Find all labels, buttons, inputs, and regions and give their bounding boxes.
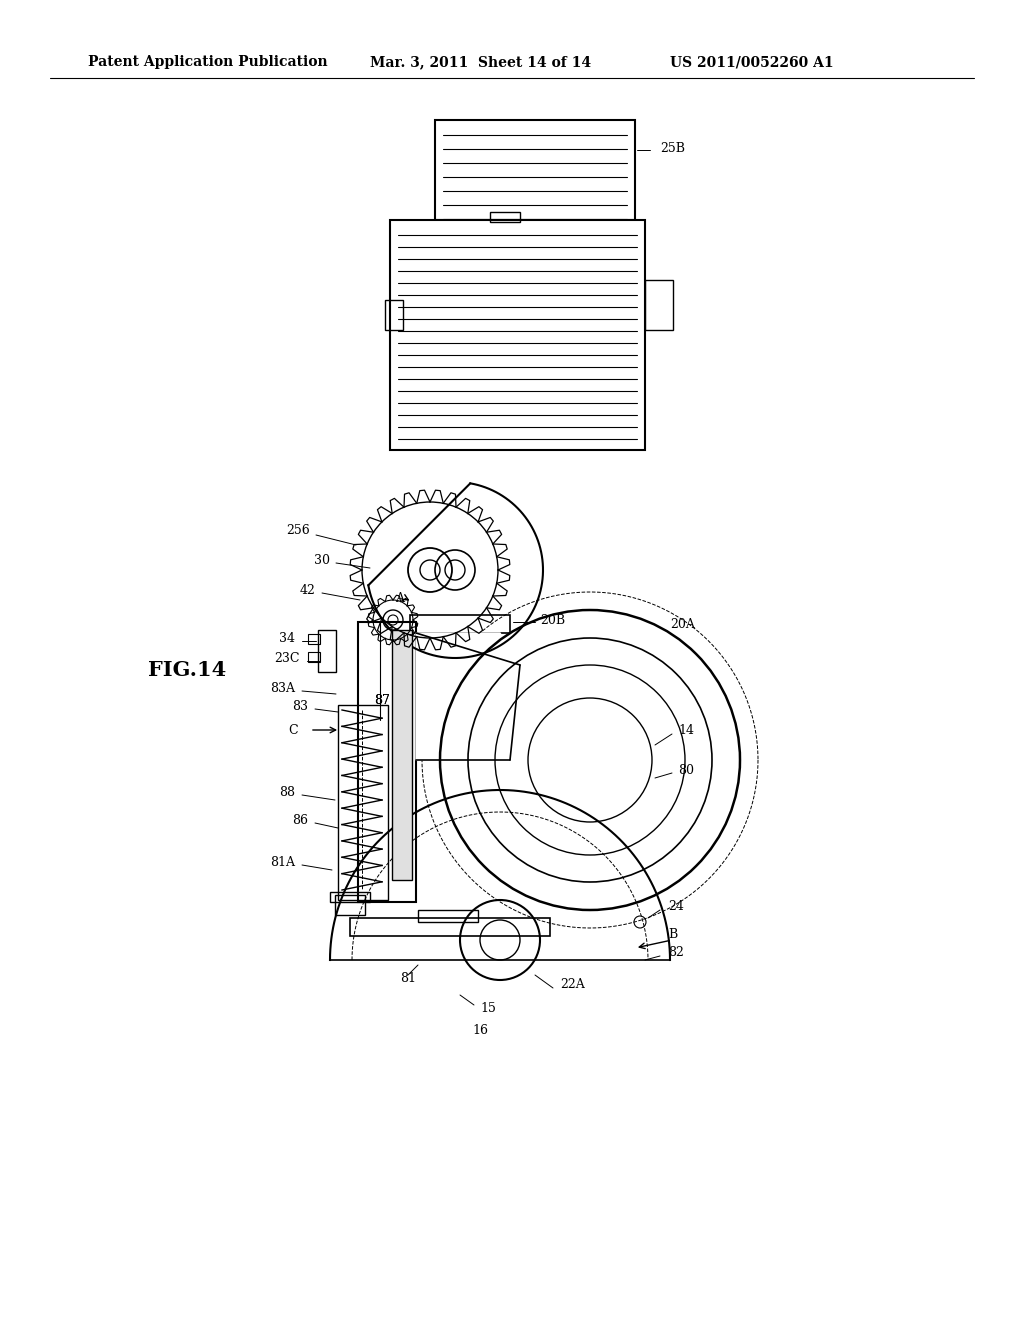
Text: 86: 86	[292, 813, 308, 826]
Bar	[490, 213, 520, 222]
Text: 14: 14	[678, 723, 694, 737]
Text: 15: 15	[480, 1002, 496, 1015]
Text: 30: 30	[314, 553, 330, 566]
Bar	[338, 705, 388, 900]
Text: 87: 87	[374, 693, 390, 706]
Text: 16: 16	[472, 1023, 488, 1036]
Text: 83: 83	[292, 700, 308, 713]
Text: 88: 88	[279, 785, 295, 799]
Text: 82: 82	[668, 945, 684, 958]
Bar	[435, 120, 635, 220]
Bar	[358, 622, 416, 902]
Bar	[392, 630, 412, 880]
Text: 83A: 83A	[270, 681, 295, 694]
Bar	[335, 895, 365, 915]
Text: 87: 87	[374, 693, 390, 706]
Text: 81: 81	[400, 972, 416, 985]
Text: 20A: 20A	[670, 619, 695, 631]
Text: Patent Application Publication: Patent Application Publication	[88, 55, 328, 69]
Text: US 2011/0052260 A1: US 2011/0052260 A1	[670, 55, 834, 69]
Text: C: C	[289, 723, 298, 737]
Bar	[308, 652, 319, 663]
Text: 256: 256	[287, 524, 310, 536]
Text: 25B: 25B	[660, 141, 685, 154]
Text: 34: 34	[279, 631, 295, 644]
Text: 20B: 20B	[540, 614, 565, 627]
Text: Mar. 3, 2011  Sheet 14 of 14: Mar. 3, 2011 Sheet 14 of 14	[370, 55, 591, 69]
Bar	[330, 892, 370, 902]
Bar	[318, 630, 336, 672]
Text: 24: 24	[668, 899, 684, 912]
Polygon shape	[416, 634, 520, 760]
Text: B: B	[668, 928, 677, 941]
Text: 81A: 81A	[270, 855, 295, 869]
Text: FIG.14: FIG.14	[148, 660, 226, 680]
Text: 23C: 23C	[274, 652, 300, 664]
Bar	[385, 300, 403, 330]
Bar	[410, 615, 510, 634]
Bar	[390, 220, 645, 450]
Text: 42: 42	[300, 583, 316, 597]
Text: A: A	[395, 591, 404, 605]
Text: 22A: 22A	[560, 978, 585, 991]
Bar	[645, 280, 673, 330]
Text: 80: 80	[678, 763, 694, 776]
Bar	[418, 909, 478, 921]
Bar	[350, 917, 550, 936]
Bar	[308, 634, 319, 644]
